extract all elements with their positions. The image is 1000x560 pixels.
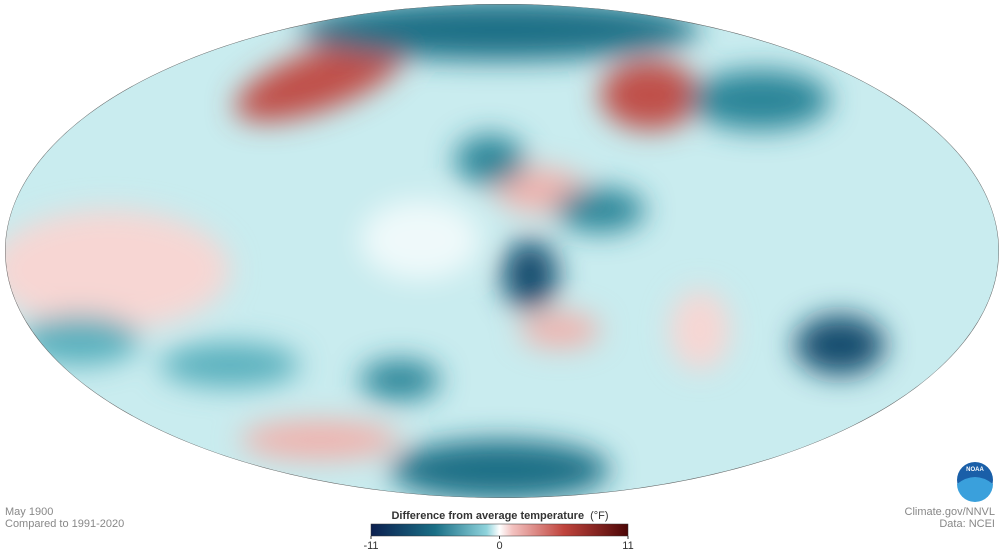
anomaly-map — [5, 4, 999, 498]
noaa-logo: NOAA — [957, 462, 993, 502]
date-label: May 1900 — [5, 506, 53, 518]
baseline-label: Compared to 1991-2020 — [5, 518, 124, 530]
tick-label: 11 — [622, 540, 633, 552]
legend-unit: (°F) — [590, 510, 608, 522]
data-label: Data: NCEI — [939, 518, 995, 530]
logo-text: NOAA — [966, 467, 984, 473]
legend-title-text: Difference from average temperature — [391, 510, 584, 522]
color-bar — [370, 523, 629, 537]
color-bar-ticks: -11 0 11 — [363, 536, 634, 552]
legend-title: Difference from average temperature (°F) — [391, 510, 608, 522]
tick-label: 0 — [496, 540, 502, 552]
source-label: Climate.gov/NNVL — [905, 506, 995, 518]
tick-label: -11 — [363, 540, 378, 552]
